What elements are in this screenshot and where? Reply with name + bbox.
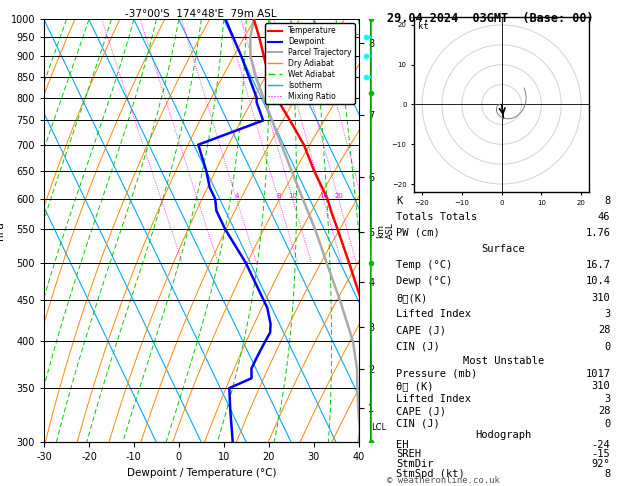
Title: -37°00'S  174°48'E  79m ASL: -37°00'S 174°48'E 79m ASL [125,9,277,18]
Text: 46: 46 [598,212,610,222]
Y-axis label: hPa: hPa [0,222,5,240]
Text: Pressure (mb): Pressure (mb) [396,368,477,379]
Text: 1.76: 1.76 [585,227,610,238]
Text: StmDir: StmDir [396,459,433,469]
Text: StmSpd (kt): StmSpd (kt) [396,469,465,479]
Text: 29.04.2024  03GMT  (Base: 00): 29.04.2024 03GMT (Base: 00) [387,12,593,25]
Text: 3: 3 [604,394,610,404]
Text: kt: kt [418,22,429,31]
Text: CIN (J): CIN (J) [396,419,440,429]
Text: 0: 0 [604,419,610,429]
Text: © weatheronline.co.uk: © weatheronline.co.uk [387,476,499,485]
Text: 310: 310 [591,381,610,391]
Text: 10: 10 [288,193,297,199]
Text: 20: 20 [334,193,343,199]
Text: SREH: SREH [396,450,421,459]
Text: CAPE (J): CAPE (J) [396,406,446,417]
Text: Lifted Index: Lifted Index [396,309,471,319]
Text: 10.4: 10.4 [585,277,610,286]
Text: 0: 0 [604,342,610,352]
Text: 4: 4 [234,193,238,199]
Text: 8: 8 [276,193,281,199]
Text: PW (cm): PW (cm) [396,227,440,238]
Text: 310: 310 [591,293,610,303]
Text: Most Unstable: Most Unstable [462,356,544,366]
Text: Temp (°C): Temp (°C) [396,260,452,270]
Text: 1017: 1017 [585,368,610,379]
Text: Hodograph: Hodograph [475,430,532,440]
Text: CAPE (J): CAPE (J) [396,325,446,335]
Text: LCL: LCL [371,423,386,433]
Text: 3: 3 [604,309,610,319]
Y-axis label: km
ASL: km ASL [376,223,395,239]
Text: 28: 28 [598,325,610,335]
Text: Surface: Surface [481,243,525,254]
Text: Lifted Index: Lifted Index [396,394,471,404]
Text: 8: 8 [604,196,610,206]
Text: -24: -24 [591,440,610,450]
Text: -15: -15 [591,450,610,459]
Legend: Temperature, Dewpoint, Parcel Trajectory, Dry Adiabat, Wet Adiabat, Isotherm, Mi: Temperature, Dewpoint, Parcel Trajectory… [265,23,355,104]
Text: K: K [396,196,403,206]
Text: EH: EH [396,440,409,450]
Text: 8: 8 [604,469,610,479]
Text: Dewp (°C): Dewp (°C) [396,277,452,286]
Text: 16.7: 16.7 [585,260,610,270]
Text: 16: 16 [319,193,328,199]
Text: θᴇ(K): θᴇ(K) [396,293,427,303]
Text: CIN (J): CIN (J) [396,342,440,352]
Text: θᴇ (K): θᴇ (K) [396,381,433,391]
Text: 92°: 92° [591,459,610,469]
X-axis label: Dewpoint / Temperature (°C): Dewpoint / Temperature (°C) [126,468,276,478]
Text: 28: 28 [598,406,610,417]
Text: Totals Totals: Totals Totals [396,212,477,222]
